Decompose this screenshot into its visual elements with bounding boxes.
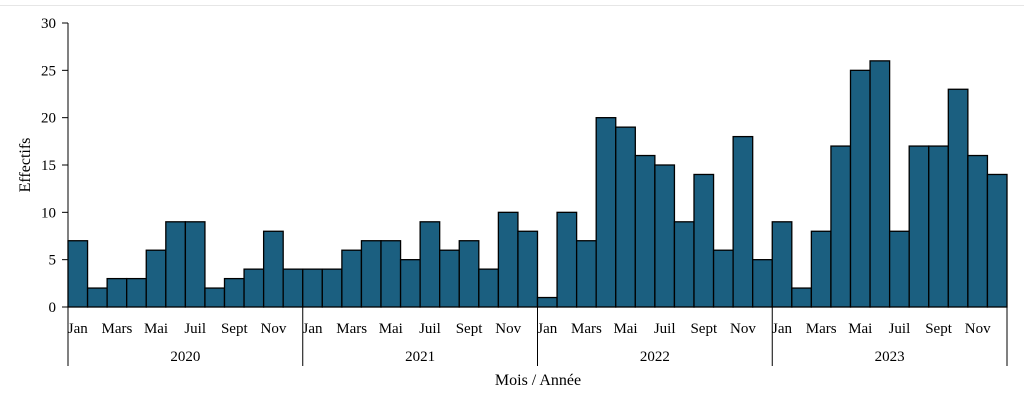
- y-tick-label: 5: [49, 253, 57, 269]
- bar-fév-2022: [556, 211, 578, 308]
- bar-mai-2023: [849, 69, 871, 308]
- x-axis-label: Mois / Année: [495, 372, 581, 389]
- bar-nov-2022: [732, 135, 754, 308]
- bar-mars-2021: [341, 249, 363, 308]
- y-tick-label: 0: [49, 300, 57, 316]
- year-label: 2021: [405, 349, 435, 365]
- bar-déc-2022: [752, 259, 773, 308]
- x-tick-label: Mars: [806, 321, 837, 337]
- bar-avr-2023: [830, 145, 852, 308]
- bar-avr-2020: [126, 277, 147, 308]
- y-tick-label: 15: [41, 158, 56, 174]
- bar-août-2023: [908, 145, 930, 308]
- x-tick-label: Jan: [772, 321, 792, 337]
- top-divider: [0, 5, 1024, 6]
- bar-nov-2021: [497, 211, 519, 308]
- x-tick-label: Mars: [101, 321, 132, 337]
- x-tick-label: Nov: [260, 321, 286, 337]
- x-tick-label: Juil: [184, 321, 206, 337]
- y-axis: 0 5 10 15 20 25 30: [41, 16, 69, 316]
- year-label: 2020: [170, 349, 200, 365]
- y-tick-label: 25: [41, 63, 56, 79]
- bar-sept-2023: [928, 145, 949, 308]
- bar-nov-2020: [262, 230, 284, 308]
- bar-fév-2020: [86, 287, 108, 308]
- x-tick-label: Nov: [965, 321, 991, 337]
- year-label: 2022: [640, 349, 670, 365]
- x-tick-label: Mars: [571, 321, 602, 337]
- x-tick-label: Juil: [889, 321, 911, 337]
- x-tick-label: Nov: [730, 321, 756, 337]
- bar-déc-2020: [282, 268, 304, 308]
- y-tick-label: 20: [41, 111, 56, 127]
- bar-sept-2021: [458, 240, 480, 308]
- x-tick-label: Nov: [495, 321, 521, 337]
- bar-jan-2022: [536, 296, 558, 308]
- bar-mars-2022: [575, 240, 597, 308]
- x-tick-label: Mai: [144, 321, 168, 337]
- bar-oct-2023: [947, 88, 969, 308]
- bar-juil-2020: [184, 221, 206, 308]
- x-axis: Jan Mars Mai Juil Sept Nov Jan Mars Mai Juil Sept N…: [67, 306, 1008, 366]
- bar-déc-2021: [517, 230, 539, 308]
- bar-juil-2021: [419, 221, 441, 308]
- bar-août-2022: [673, 221, 695, 308]
- x-tick-label: Mai: [379, 321, 403, 337]
- bars-group: [67, 60, 1008, 308]
- bar-août-2021: [439, 249, 460, 308]
- y-tick-label: 10: [41, 205, 56, 221]
- bar-fév-2021: [321, 268, 343, 308]
- bar-sept-2020: [223, 277, 245, 308]
- bar-mai-2021: [380, 240, 402, 308]
- bar-nov-2023: [967, 154, 989, 308]
- bar-oct-2020: [243, 268, 265, 308]
- bar-mars-2023: [810, 230, 832, 308]
- bar-jan-2021: [302, 268, 323, 308]
- bar-juin-2021: [399, 259, 421, 308]
- x-tick-label: Juil: [419, 321, 441, 337]
- bar-sept-2022: [693, 173, 715, 308]
- bar-août-2020: [204, 287, 226, 308]
- x-tick-label: Mars: [336, 321, 367, 337]
- y-tick-label: 30: [41, 16, 56, 32]
- bar-déc-2023: [986, 173, 1008, 308]
- bar-juin-2020: [165, 221, 187, 308]
- bar-oct-2021: [478, 268, 500, 308]
- x-tick-label: Sept: [690, 321, 718, 337]
- year-label: 2023: [875, 349, 905, 365]
- bar-fév-2023: [791, 287, 813, 308]
- x-tick-label: Jan: [68, 321, 88, 337]
- x-tick-label: Sept: [221, 321, 249, 337]
- bar-oct-2022: [712, 249, 734, 308]
- bar-mai-2022: [615, 126, 636, 308]
- x-tick-label: Juil: [654, 321, 676, 337]
- x-tick-label: Mai: [848, 321, 872, 337]
- bar-jan-2023: [771, 221, 793, 308]
- bar-mars-2020: [106, 277, 128, 308]
- x-tick-label: Mai: [613, 321, 637, 337]
- bar-mai-2020: [145, 249, 167, 308]
- x-tick-label: Sept: [925, 321, 953, 337]
- bar-avr-2021: [360, 240, 382, 308]
- bar-jan-2020: [67, 240, 89, 308]
- y-axis-label: Effectifs: [17, 138, 34, 193]
- bar-avr-2022: [595, 117, 617, 308]
- bar-juil-2022: [654, 164, 676, 308]
- x-tick-label: Jan: [537, 321, 557, 337]
- bar-juin-2022: [634, 154, 656, 308]
- bar-juin-2023: [869, 60, 891, 308]
- x-tick-label: Sept: [456, 321, 484, 337]
- bar-juil-2023: [888, 230, 910, 308]
- x-tick-label: Jan: [303, 321, 323, 337]
